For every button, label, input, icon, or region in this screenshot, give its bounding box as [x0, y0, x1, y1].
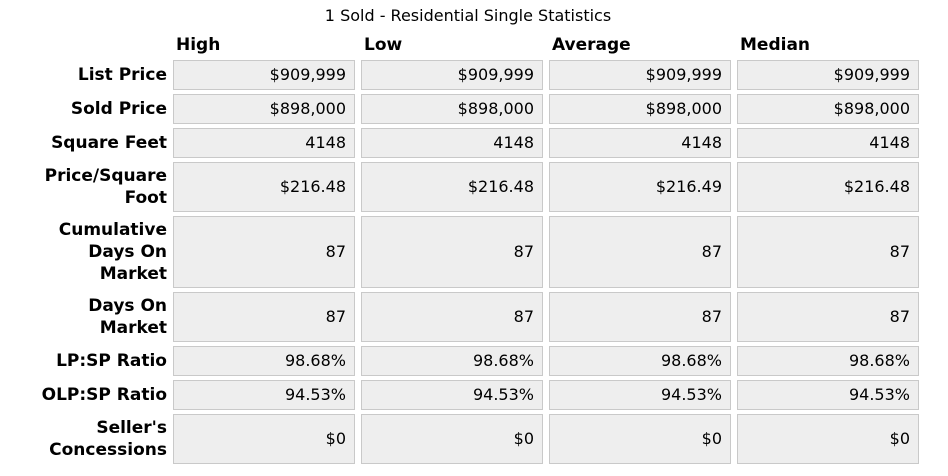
row-label-olp-sp-ratio: OLP:SP Ratio: [41, 385, 167, 405]
stat-cell: 98.68%: [549, 346, 731, 376]
stat-cell: $216.48: [361, 162, 543, 212]
stat-cell: $898,000: [549, 94, 731, 124]
stat-cell: 98.68%: [173, 346, 355, 376]
header-row: High Low Average Median: [6, 34, 919, 56]
table-row-sellers-concessions: Seller's Concessions $0 $0 $0 $0: [6, 414, 919, 464]
row-label-price-per-square-foot: Price/Square Foot: [44, 166, 167, 208]
stat-cell: $216.48: [173, 162, 355, 212]
stat-cell: 94.53%: [361, 380, 543, 410]
stat-cell: $898,000: [361, 94, 543, 124]
table-row-lp-sp-ratio: LP:SP Ratio 98.68% 98.68% 98.68% 98.68%: [6, 346, 919, 376]
stat-cell: 94.53%: [549, 380, 731, 410]
stat-cell: $216.49: [549, 162, 731, 212]
column-header-median: Median: [740, 35, 811, 55]
row-label-lp-sp-ratio: LP:SP Ratio: [56, 351, 167, 371]
stat-cell: $909,999: [737, 60, 919, 90]
stat-cell: 87: [549, 292, 731, 342]
stat-cell: 87: [173, 292, 355, 342]
stat-cell: 87: [737, 216, 919, 288]
stat-cell: 87: [737, 292, 919, 342]
stat-cell: 94.53%: [173, 380, 355, 410]
stat-cell: 94.53%: [737, 380, 919, 410]
statistics-panel: 1 Sold - Residential Single Statistics H…: [0, 6, 925, 468]
stat-cell: 87: [361, 292, 543, 342]
table-row-cumulative-days-on-market: Cumulative Days On Market 87 87 87 87: [6, 216, 919, 288]
stat-cell: $0: [173, 414, 355, 464]
stat-cell: 87: [173, 216, 355, 288]
stat-cell: 87: [361, 216, 543, 288]
stat-cell: 4148: [173, 128, 355, 158]
stat-cell: $0: [361, 414, 543, 464]
stat-cell: $909,999: [549, 60, 731, 90]
table-row-square-feet: Square Feet 4148 4148 4148 4148: [6, 128, 919, 158]
stat-cell: $898,000: [737, 94, 919, 124]
row-label-sellers-concessions: Seller's Concessions: [49, 418, 167, 460]
statistics-table: High Low Average Median List Price $909,…: [0, 30, 925, 468]
stat-cell: $216.48: [737, 162, 919, 212]
stat-cell: 98.68%: [361, 346, 543, 376]
corner-spacer: [6, 34, 167, 56]
row-label-days-on-market: Days On Market: [88, 296, 167, 338]
page-title: 1 Sold - Residential Single Statistics: [324, 6, 612, 25]
row-label-square-feet: Square Feet: [51, 133, 167, 153]
stat-cell: 4148: [361, 128, 543, 158]
stat-cell: $0: [737, 414, 919, 464]
table-row-days-on-market: Days On Market 87 87 87 87: [6, 292, 919, 342]
table-row-olp-sp-ratio: OLP:SP Ratio 94.53% 94.53% 94.53% 94.53%: [6, 380, 919, 410]
stat-cell: $909,999: [361, 60, 543, 90]
stat-cell: 87: [549, 216, 731, 288]
row-label-sold-price: Sold Price: [70, 99, 167, 119]
stat-cell: $898,000: [173, 94, 355, 124]
row-label-cumulative-days-on-market: Cumulative Days On Market: [58, 220, 167, 284]
column-header-low: Low: [364, 35, 403, 55]
stat-cell: 4148: [737, 128, 919, 158]
row-label-list-price: List Price: [77, 65, 167, 85]
stat-cell: $909,999: [173, 60, 355, 90]
stat-cell: $0: [549, 414, 731, 464]
table-row-list-price: List Price $909,999 $909,999 $909,999 $9…: [6, 60, 919, 90]
table-row-sold-price: Sold Price $898,000 $898,000 $898,000 $8…: [6, 94, 919, 124]
column-header-average: Average: [552, 35, 631, 55]
column-header-high: High: [176, 35, 221, 55]
stat-cell: 4148: [549, 128, 731, 158]
table-row-price-per-square-foot: Price/Square Foot $216.48 $216.48 $216.4…: [6, 162, 919, 212]
stat-cell: 98.68%: [737, 346, 919, 376]
